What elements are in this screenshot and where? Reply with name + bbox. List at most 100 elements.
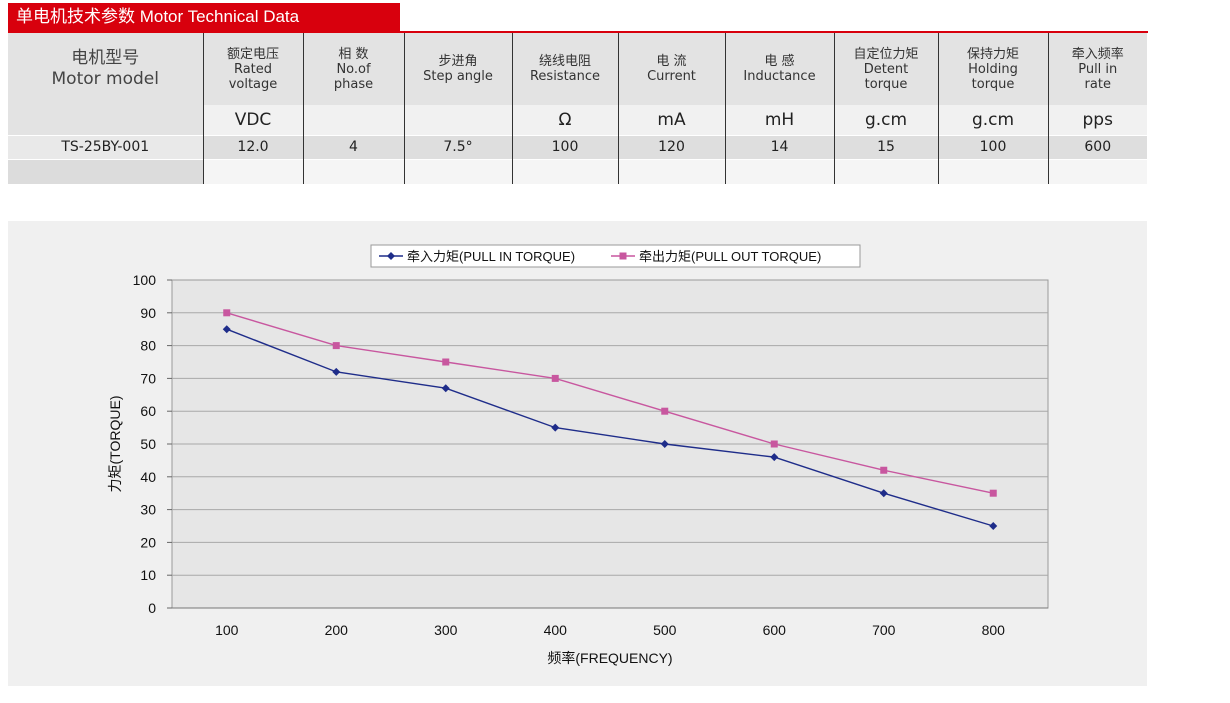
x-tick-label: 300	[434, 622, 458, 638]
empty-cell	[617, 158, 725, 184]
data-point	[551, 423, 560, 432]
x-tick-label: 400	[544, 622, 568, 638]
header-cn: 电机型号	[71, 48, 140, 68]
data-point	[222, 325, 231, 334]
data-point	[989, 522, 998, 530]
empty-cell	[1047, 158, 1147, 184]
data-point	[770, 440, 778, 448]
x-tick-label: 600	[763, 622, 787, 638]
data-point	[770, 453, 779, 462]
x-tick-label: 500	[653, 622, 677, 638]
empty-cell	[937, 158, 1048, 184]
header-cell-step-angle: 步进角 Step angle	[403, 33, 512, 105]
x-axis-label: 频率(FREQUENCY)	[547, 650, 672, 666]
y-axis-label: 力矩(TORQUE)	[107, 396, 123, 493]
data-point	[223, 309, 231, 317]
data-point	[442, 358, 450, 366]
header-cn: 牵入频率	[1071, 46, 1124, 62]
empty-cell	[8, 158, 203, 184]
y-tick-label: 0	[148, 600, 156, 616]
header-en: Holding	[968, 61, 1018, 77]
header-cell-voltage: 额定电压 Rated voltage	[202, 33, 303, 105]
unit-cell	[8, 105, 203, 135]
header-cell-model: 电机型号 Motor model	[8, 33, 203, 105]
header-cell-pull-in-rate: 牵入频率 Pull in rate	[1047, 33, 1147, 105]
unit-cell: mH	[724, 105, 834, 135]
x-tick-label: 200	[325, 622, 349, 638]
table-row: TS-25BY-001 12.0 4 7.5° 100 120 14 15 10…	[8, 134, 1147, 159]
chart-panel: 0 10 20 30 40 50 60 70 80 90 100 100 200 300 400 500 600…	[8, 221, 1147, 686]
header-en2: torque	[864, 76, 908, 92]
empty-cell	[724, 158, 834, 184]
header-cn: 相 数	[338, 46, 369, 62]
cell-step-angle: 7.5°	[403, 134, 512, 159]
header-cn: 绕线电阻	[538, 54, 591, 69]
unit-cell: mA	[617, 105, 725, 135]
unit-row: VDC Ω mA mH g.cm g.cm pps	[8, 105, 1147, 135]
header-en: Resistance	[529, 69, 601, 84]
unit-cell: pps	[1047, 105, 1147, 135]
legend-marker	[619, 252, 627, 260]
y-tick-label: 60	[140, 403, 156, 419]
unit-cell: g.cm	[937, 105, 1048, 135]
header-cell-resistance: 绕线电阻 Resistance	[511, 33, 618, 105]
data-point	[332, 367, 341, 376]
header-cn: 保持力矩	[966, 46, 1019, 62]
y-tick-label: 80	[140, 338, 156, 354]
data-point	[661, 407, 669, 415]
cell-pull-in-rate: 600	[1047, 134, 1147, 159]
empty-cell	[403, 158, 512, 184]
y-tick-label: 50	[140, 436, 156, 452]
header-cn: 电 流	[656, 54, 687, 69]
empty-cell	[833, 158, 938, 184]
header-en: Step angle	[423, 69, 493, 84]
header-en2: phase	[333, 76, 374, 92]
series-line-1	[226, 312, 994, 494]
table-header-row: 电机型号 Motor model 额定电压 Rated voltage 相 数 …	[8, 33, 1147, 105]
x-tick-label: 800	[982, 622, 1006, 638]
legend-label: 牵出力矩(PULL OUT TORQUE)	[639, 249, 821, 264]
unit-cell: Ω	[511, 105, 618, 135]
y-tick-label: 40	[140, 469, 156, 485]
cell-model: TS-25BY-001	[8, 134, 203, 159]
header-cn: 电 感	[764, 54, 795, 69]
header-en: Inductance	[743, 69, 816, 84]
cell-resistance: 100	[511, 134, 618, 159]
y-tick-label: 30	[140, 502, 156, 518]
y-tick-label: 10	[140, 567, 156, 583]
y-tick-label: 20	[140, 534, 156, 550]
header-en: Pull in	[1078, 61, 1118, 77]
series-line-0	[226, 328, 994, 527]
empty-cell	[511, 158, 618, 184]
unit-cell	[403, 105, 512, 135]
unit-cell	[302, 105, 404, 135]
data-point	[880, 466, 888, 474]
title-underline	[8, 31, 1148, 33]
header-cn: 步进角	[438, 54, 478, 69]
cell-inductance: 14	[724, 134, 834, 159]
header-cell-current: 电 流 Current	[617, 33, 725, 105]
data-point	[332, 342, 340, 350]
header-en: Rated	[233, 61, 273, 77]
header-en: No.of	[336, 61, 371, 77]
header-en2: torque	[971, 76, 1015, 92]
x-tick-label: 100	[215, 622, 239, 638]
legend-label: 牵入力矩(PULL IN TORQUE)	[407, 249, 575, 264]
section-title: 单电机技术参数 Motor Technical Data	[8, 3, 400, 31]
data-point	[879, 489, 888, 498]
empty-cell	[302, 158, 404, 184]
x-tick-label: 700	[872, 622, 896, 638]
header-cell-inductance: 电 感 Inductance	[724, 33, 834, 105]
unit-cell: g.cm	[833, 105, 938, 135]
data-point	[441, 384, 450, 393]
y-tick-label: 70	[140, 370, 156, 386]
torque-frequency-chart: 0 10 20 30 40 50 60 70 80 90 100 100 200 300 400 500 600…	[107, 244, 1049, 666]
cell-detent-torque: 15	[833, 134, 938, 159]
header-cn: 额定电压	[226, 46, 279, 62]
legend-marker	[387, 252, 395, 260]
header-en: Motor model	[51, 69, 159, 89]
empty-cell	[202, 158, 303, 184]
unit-cell: VDC	[202, 105, 303, 135]
header-cell-holding-torque: 保持力矩 Holding torque	[937, 33, 1048, 105]
header-en: Current	[647, 69, 696, 84]
